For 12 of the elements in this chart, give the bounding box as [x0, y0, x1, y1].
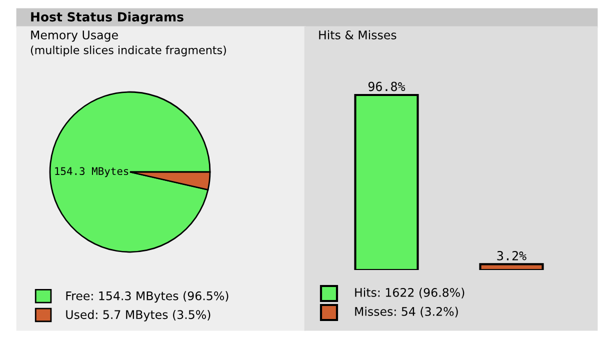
- data-label: 96.8%: [368, 82, 406, 92]
- text: Hits: 1622 (96.8%): [355, 288, 464, 298]
- text: Host Status Diagrams: [31, 12, 184, 24]
- chart-title: Hits & Misses: [319, 30, 396, 40]
- text: Misses: 54 (3.2%): [355, 306, 458, 318]
- chart-subtitle: (multiple slices indicate fragments): [30, 46, 226, 56]
- legend-label: Free: 154.3 MBytes (96.5%): [66, 291, 228, 303]
- legend-label: Used: 5.7 MBytes (3.5%): [66, 310, 210, 322]
- chart-title: Memory Usage: [31, 30, 118, 42]
- text: 154.3 MBytes: [55, 167, 128, 178]
- pie-slice: [49, 91, 211, 253]
- data-label: 3.2%: [497, 250, 526, 260]
